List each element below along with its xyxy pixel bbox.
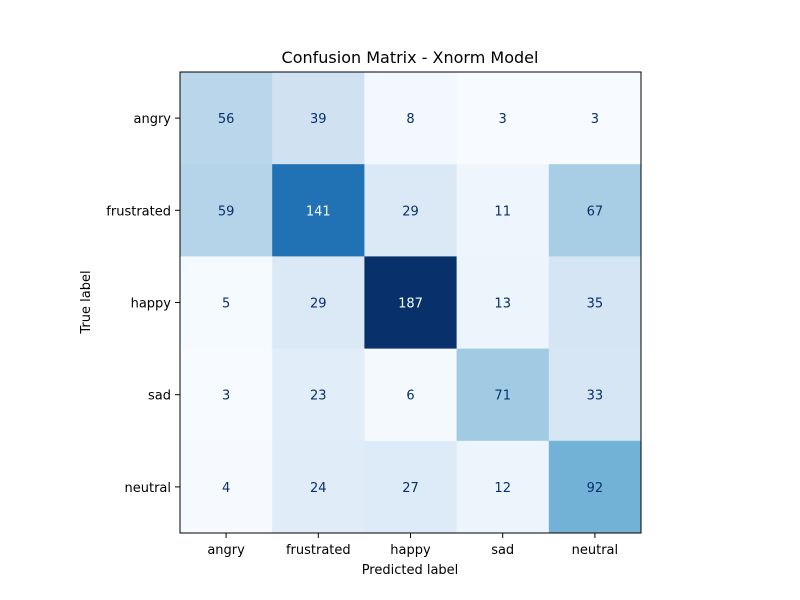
y-tick-label: frustrated: [106, 204, 171, 219]
heatmap-cell-happy-angry: [180, 256, 273, 350]
heatmap-cell-sad-sad: [456, 348, 550, 442]
heatmap-cell-frustrated-sad: [456, 164, 550, 257]
x-tick-label: frustrated: [286, 543, 351, 558]
cell-value-label: 3: [591, 112, 599, 127]
cell-value-label: 56: [218, 112, 235, 127]
cell-value-label: 11: [494, 204, 511, 219]
cell-value-label: 27: [402, 481, 419, 496]
heatmap-cell-neutral-sad: [456, 440, 550, 534]
cell-value-label: 12: [494, 481, 511, 496]
heatmap-cell-frustrated-frustrated: [272, 164, 365, 257]
cell-value-label: 6: [406, 389, 414, 404]
heatmap-cell-happy-sad: [456, 256, 550, 350]
heatmap-cell-neutral-frustrated: [272, 440, 365, 534]
x-tick-label: happy: [390, 543, 431, 558]
heatmap-cell-angry-neutral: [548, 72, 642, 165]
heatmap-cell-angry-happy: [364, 72, 458, 165]
heatmap-cell-happy-neutral: [548, 256, 642, 350]
heatmap-cell-frustrated-angry: [180, 164, 273, 257]
heatmap-cell-sad-neutral: [548, 348, 642, 442]
heatmap-cell-happy-happy: [364, 256, 458, 350]
cell-value-label: 187: [398, 297, 423, 312]
heatmap-cells: [180, 72, 642, 534]
x-axis: angry frustrated happy sad neutral: [207, 533, 618, 558]
cell-value-label: 3: [222, 389, 230, 404]
cell-value-label: 59: [218, 204, 235, 219]
cell-value-label: 39: [310, 112, 327, 127]
cell-value-label: 24: [310, 481, 327, 496]
heatmap-cell-angry-sad: [456, 72, 550, 165]
heatmap-cell-angry-frustrated: [272, 72, 365, 165]
cell-value-label: 29: [402, 204, 419, 219]
cell-value-label: 8: [406, 112, 414, 127]
heatmap-cell-sad-angry: [180, 348, 273, 442]
cell-value-label: 35: [587, 297, 604, 312]
cell-value-label: 67: [587, 204, 604, 219]
heatmap-cell-neutral-happy: [364, 440, 458, 534]
heatmap-cell-frustrated-neutral: [548, 164, 642, 257]
cell-value-label: 71: [494, 389, 511, 404]
cell-value-label: 92: [587, 481, 604, 496]
heatmap-cell-sad-frustrated: [272, 348, 365, 442]
x-tick-label: neutral: [572, 543, 619, 558]
cell-value-label: 13: [494, 297, 511, 312]
heatmap-cell-neutral-angry: [180, 440, 273, 534]
x-axis-label: Predicted label: [362, 563, 459, 578]
cell-value-label: 29: [310, 297, 327, 312]
chart-title: Confusion Matrix - Xnorm Model: [282, 48, 539, 67]
cell-value-label: 23: [310, 389, 327, 404]
y-axis-label: True label: [79, 270, 94, 334]
cell-value-label: 33: [587, 389, 604, 404]
heatmap-cell-happy-frustrated: [272, 256, 365, 350]
y-tick-label: neutral: [125, 481, 172, 496]
y-tick-label: happy: [131, 297, 172, 312]
cell-value-label: 4: [222, 481, 230, 496]
heatmap-cell-sad-happy: [364, 348, 458, 442]
heatmap-cell-neutral-neutral: [548, 440, 642, 534]
cell-value-label: 3: [499, 112, 507, 127]
y-tick-label: sad: [148, 389, 171, 404]
x-tick-label: sad: [491, 543, 514, 558]
cell-value-label: 141: [306, 204, 331, 219]
y-tick-label: angry: [134, 112, 172, 127]
cell-value-labels: 56 39 8 3 359 141 29 11 675 29 187 13 353 23 6 71 334 24 2…: [218, 112, 603, 496]
y-axis: angry frustrated happy sad neutral: [106, 112, 180, 496]
heatmap-cell-angry-angry: [180, 72, 273, 165]
x-tick-label: angry: [207, 543, 245, 558]
cell-value-label: 5: [222, 297, 230, 312]
heatmap-cell-frustrated-happy: [364, 164, 458, 257]
